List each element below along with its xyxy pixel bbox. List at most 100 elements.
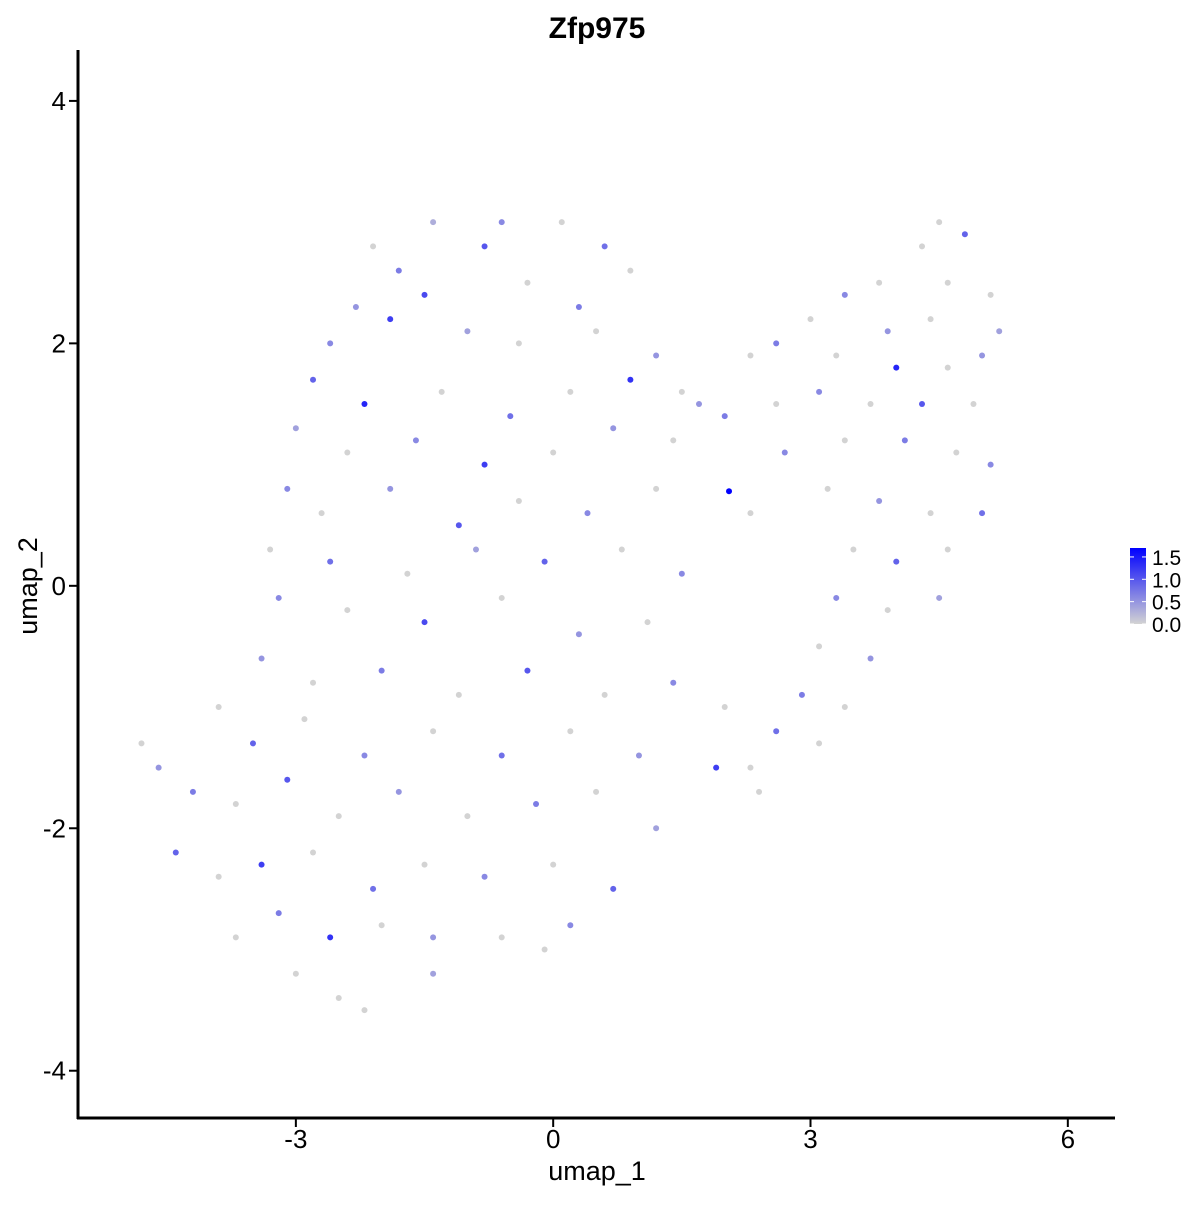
cell-point (601, 691, 608, 698)
cell-point (567, 388, 574, 395)
cell-point (430, 728, 437, 735)
cell-point (747, 352, 754, 359)
cell-point (695, 400, 702, 407)
cell-point (215, 704, 222, 711)
cell-point (833, 352, 840, 359)
cell-point (610, 425, 617, 432)
cell-point (927, 510, 934, 517)
cell-point (996, 328, 1003, 335)
cell-point (678, 388, 685, 395)
cell-point (927, 316, 934, 323)
cell-point (747, 510, 754, 517)
y-axis-label: umap_2 (13, 537, 43, 635)
cell-point (635, 752, 642, 759)
cell-point (361, 1007, 368, 1014)
cell-point (352, 303, 359, 310)
cell-point (833, 594, 840, 601)
y-tick-label: -2 (43, 813, 66, 843)
cell-point (936, 594, 943, 601)
cell-point (670, 679, 677, 686)
cell-point (455, 691, 462, 698)
cell-point (575, 631, 582, 638)
cell-point (953, 449, 960, 456)
cell-point (344, 449, 351, 456)
cell-point (370, 885, 377, 892)
cell-point (618, 546, 625, 553)
cell-point (361, 752, 368, 759)
cell-point (310, 376, 317, 383)
cell-point (816, 643, 823, 650)
cell-point (773, 728, 780, 735)
cell-point (275, 910, 282, 917)
cell-point (987, 291, 994, 298)
cell-point (395, 267, 402, 274)
colorbar-label: 0.0 (1152, 614, 1181, 637)
cell-point (944, 279, 951, 286)
cell-point (361, 400, 368, 407)
cell-point (327, 934, 334, 941)
cell-point (232, 801, 239, 808)
cell-point (816, 740, 823, 747)
cell-point (370, 243, 377, 250)
cell-point (481, 243, 488, 250)
cell-point (189, 788, 196, 795)
cell-point (979, 352, 986, 359)
y-tick-label: -4 (43, 1056, 66, 1086)
cell-point (155, 764, 162, 771)
cell-point (378, 922, 385, 929)
cell-point (567, 922, 574, 929)
cell-point (867, 655, 874, 662)
cell-point (893, 364, 900, 371)
cell-point (404, 570, 411, 577)
cell-point (327, 558, 334, 565)
cell-point (464, 328, 471, 335)
cell-point (901, 437, 908, 444)
cell-point (387, 485, 394, 492)
cell-point (541, 946, 548, 953)
cell-point (318, 510, 325, 517)
cell-point (713, 764, 720, 771)
cell-point (610, 885, 617, 892)
cell-point (584, 510, 591, 517)
cell-point (267, 546, 274, 553)
cell-point (798, 691, 805, 698)
cell-point (841, 704, 848, 711)
cell-point (601, 243, 608, 250)
cell-point (550, 861, 557, 868)
cell-point (378, 667, 385, 674)
cell-point (944, 364, 951, 371)
cell-point (327, 340, 334, 347)
cell-point (721, 704, 728, 711)
cell-point (541, 558, 548, 565)
cell-point (481, 461, 488, 468)
y-tick-label: 4 (52, 86, 66, 116)
cell-point (653, 485, 660, 492)
cell-point (498, 219, 505, 226)
cell-point (421, 861, 428, 868)
cell-point (395, 788, 402, 795)
cell-point (533, 801, 540, 808)
cell-point (824, 485, 831, 492)
cell-point (781, 449, 788, 456)
cell-point (249, 740, 256, 747)
cell-point (472, 546, 479, 553)
cell-point (258, 655, 265, 662)
cell-point (232, 934, 239, 941)
x-tick-label: 6 (1061, 1124, 1075, 1154)
cell-point (944, 546, 951, 553)
cell-point (310, 679, 317, 686)
cell-point (258, 861, 265, 868)
colorbar-label: 1.5 (1152, 547, 1181, 570)
cell-point (726, 488, 733, 495)
x-tick-label: -3 (284, 1124, 307, 1154)
cell-point (498, 594, 505, 601)
cell-point (721, 413, 728, 420)
cell-point (430, 934, 437, 941)
cell-point (550, 449, 557, 456)
cell-point (438, 388, 445, 395)
cell-point (387, 316, 394, 323)
cell-point (412, 437, 419, 444)
cell-point (876, 497, 883, 504)
chart-title: Zfp975 (549, 12, 646, 45)
